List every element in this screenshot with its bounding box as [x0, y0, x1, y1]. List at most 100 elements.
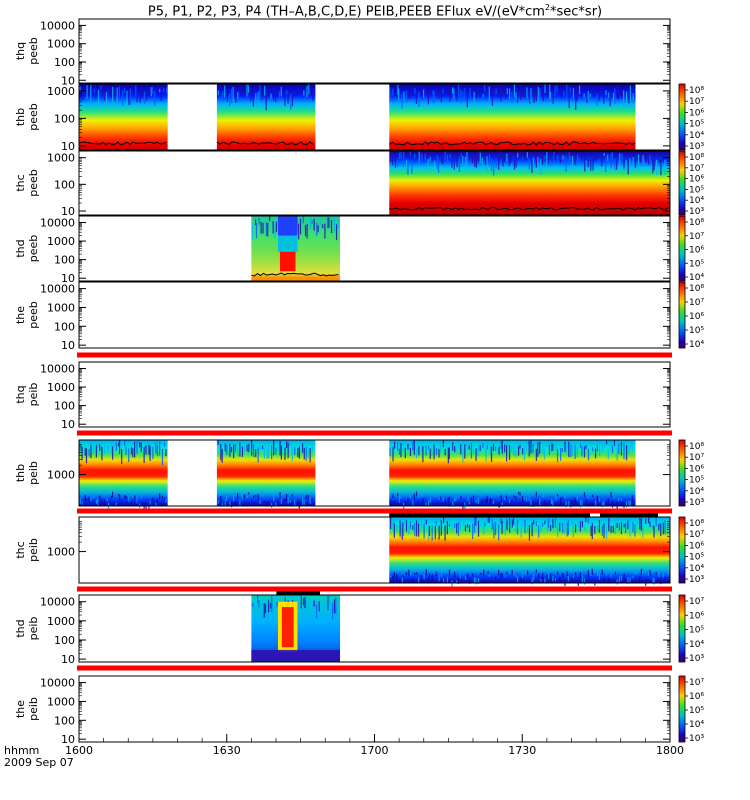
texture-streak — [322, 598, 325, 607]
texture-streak — [605, 440, 608, 445]
texture-streak — [412, 441, 414, 451]
texture-streak — [500, 151, 502, 158]
texture-streak — [297, 447, 299, 458]
texture-streak — [401, 576, 403, 584]
texture-streak — [84, 90, 86, 96]
texture-streak — [500, 440, 502, 450]
texture-streak — [549, 84, 551, 100]
texture-streak — [610, 440, 612, 450]
texture-streak — [424, 88, 426, 95]
texture-streak — [118, 440, 121, 454]
texture-streak — [121, 498, 123, 502]
texture-streak — [543, 448, 546, 460]
texture-streak — [143, 91, 146, 105]
texture-streak — [440, 570, 442, 578]
texture-streak — [451, 160, 453, 168]
texture-streak — [221, 502, 223, 507]
texture-streak — [464, 88, 466, 103]
texture-streak — [294, 447, 296, 456]
texture-streak — [519, 492, 521, 496]
texture-streak — [605, 522, 608, 539]
texture-streak — [165, 498, 167, 503]
texture-streak — [253, 444, 255, 458]
texture-streak — [412, 525, 414, 530]
texture-streak — [607, 154, 609, 162]
texture-streak — [444, 151, 446, 160]
y-tick-label: 1000 — [47, 546, 75, 559]
y-tick-label: 10000 — [40, 283, 75, 296]
texture-streak — [492, 443, 495, 451]
texture-streak — [110, 85, 112, 99]
texture-streak — [95, 499, 97, 504]
potential-trace — [78, 141, 167, 146]
texture-streak — [501, 573, 503, 578]
flux-core — [277, 216, 298, 236]
texture-streak — [649, 154, 651, 166]
texture-streak — [623, 502, 625, 508]
panel-frame — [78, 516, 671, 584]
texture-streak — [389, 87, 391, 103]
texture-streak — [425, 502, 427, 507]
texture-streak — [405, 520, 408, 532]
texture-streak — [515, 496, 517, 502]
texture-streak — [485, 447, 487, 461]
texture-streak — [616, 160, 618, 170]
panel-label-species: peeb — [27, 235, 40, 263]
texture-streak — [413, 440, 415, 455]
texture-streak — [554, 152, 556, 160]
colorbar-label: 10⁴ — [689, 131, 704, 141]
texture-streak — [404, 501, 406, 505]
texture-streak — [434, 160, 436, 169]
y-tick-label: 100 — [54, 112, 75, 125]
panels: 10000100010010thqpeeb100010010thbpeeb10⁸… — [14, 18, 704, 746]
texture-streak — [627, 576, 629, 584]
texture-streak — [563, 156, 565, 162]
texture-streak — [301, 86, 303, 94]
texture-streak — [632, 93, 634, 101]
texture-streak — [301, 497, 304, 505]
texture-streak — [488, 517, 490, 523]
texture-streak — [517, 491, 520, 495]
texture-streak — [429, 448, 431, 459]
texture-streak — [467, 442, 469, 450]
texture-streak — [406, 90, 408, 103]
texture-streak — [501, 520, 503, 535]
texture-streak — [407, 443, 409, 450]
texture-streak — [501, 88, 504, 98]
texture-streak — [442, 440, 444, 448]
colorbar — [678, 675, 686, 743]
panel-frame — [78, 150, 671, 216]
panel-frame — [78, 281, 671, 349]
texture-streak — [502, 154, 504, 167]
texture-streak — [299, 218, 302, 235]
texture-streak — [414, 572, 416, 575]
colorbar-label: 10⁴ — [689, 564, 704, 574]
texture-streak — [220, 496, 222, 501]
texture-streak — [392, 446, 394, 462]
texture-streak — [255, 93, 257, 102]
texture-streak — [614, 158, 616, 170]
texture-streak — [550, 160, 552, 165]
texture-streak — [446, 521, 448, 535]
texture-streak — [255, 494, 257, 497]
texture-streak — [152, 497, 154, 501]
texture-streak — [128, 448, 130, 463]
date-label: 2009 Sep 07 — [4, 756, 74, 769]
texture-streak — [233, 444, 235, 459]
texture-streak — [241, 446, 244, 458]
texture-streak — [628, 93, 630, 104]
texture-streak — [132, 448, 134, 458]
texture-streak — [232, 86, 234, 102]
flux-core — [251, 649, 341, 662]
texture-streak — [528, 569, 531, 574]
texture-streak — [243, 445, 246, 453]
texture-streak — [124, 494, 126, 499]
colorbar-label: 10⁵ — [689, 553, 704, 563]
texture-streak — [230, 447, 233, 453]
texture-streak — [513, 495, 515, 498]
texture-streak — [459, 518, 461, 531]
texture-streak — [511, 500, 513, 503]
texture-streak — [130, 502, 133, 507]
texture-streak — [610, 525, 612, 533]
